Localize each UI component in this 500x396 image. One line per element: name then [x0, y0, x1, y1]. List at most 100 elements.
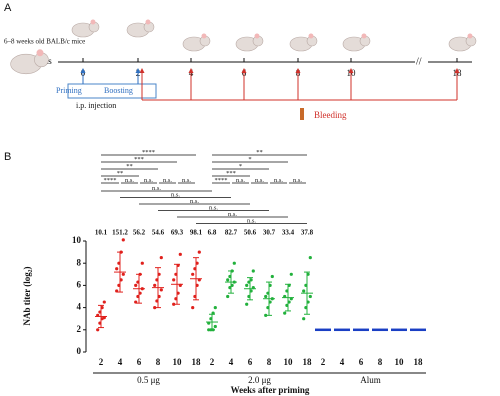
mouse-icon: [90, 19, 96, 25]
data-point: [308, 256, 312, 260]
data-point: [172, 278, 176, 282]
data-point: [140, 261, 144, 265]
x-tick-label: 2: [210, 357, 215, 367]
mouse-icon: [308, 33, 314, 39]
significance-label: n.s.: [293, 177, 302, 184]
significance-label: n.s.: [190, 198, 199, 205]
significance-label: n.s.: [236, 177, 245, 184]
arrow-head: [80, 68, 86, 73]
panel-letter: A: [4, 2, 12, 14]
titer-label: 69.3: [171, 229, 184, 237]
data-point: [207, 328, 211, 332]
x-tick-label: 6: [248, 357, 253, 367]
data-point: [302, 289, 306, 293]
data-point: [226, 294, 230, 299]
titer-label: 82.7: [225, 229, 238, 237]
y-tick-label: 10: [72, 235, 82, 245]
injection-box: [67, 83, 157, 99]
titer-label: 56.2: [133, 229, 146, 237]
x-tick-label: 6: [137, 357, 142, 367]
x-axis-label: Weeks after priming: [231, 385, 310, 395]
group-label: Alum: [360, 375, 381, 385]
significance-label: ****: [142, 149, 155, 156]
data-point: [159, 256, 163, 260]
arrow-head: [188, 68, 194, 73]
titer-label: 54.6: [152, 229, 165, 237]
titer-label: 50.6: [244, 229, 257, 237]
arrow-head: [454, 68, 460, 73]
bleeding-label: Bleeding: [314, 110, 347, 120]
data-point: [245, 302, 249, 306]
significance-label: n.s.: [228, 211, 237, 218]
data-point: [283, 311, 287, 315]
significance-label: **: [117, 170, 124, 177]
x-tick-label: 2: [321, 357, 326, 367]
y-tick-label: 0: [77, 346, 82, 356]
boosting-label: Boosting: [104, 86, 133, 95]
data-point: [191, 272, 195, 276]
significance-label: *: [248, 156, 251, 163]
titer-label: 151.2: [112, 229, 128, 237]
y-tick-label: 4: [77, 302, 82, 312]
significance-label: n.s.: [209, 204, 218, 211]
data-point: [102, 300, 106, 304]
data-point: [153, 306, 157, 310]
significance-label: n.s.: [247, 217, 256, 224]
significance-label: n.s.: [171, 191, 180, 198]
data-point: [289, 272, 293, 276]
data-point: [197, 250, 201, 254]
x-tick-label: 10: [173, 357, 183, 367]
significance-label: n.s.: [163, 177, 172, 184]
data-point: [251, 269, 255, 273]
panel-letter: B: [4, 151, 11, 163]
data-point: [121, 238, 125, 242]
data-point: [308, 294, 312, 299]
x-tick-label: 18: [414, 357, 424, 367]
data-point: [115, 267, 119, 271]
y-tick-label: 6: [77, 279, 82, 289]
priming-label: Priming: [56, 86, 82, 95]
data-point: [153, 283, 157, 287]
x-tick-label: 10: [395, 357, 405, 367]
significance-label: *: [239, 163, 242, 170]
data-point: [178, 252, 182, 256]
data-point: [191, 306, 195, 310]
x-tick-label: 4: [229, 357, 234, 367]
y-axis-label: NAb titer (log₂): [22, 266, 32, 325]
data-point: [264, 313, 268, 317]
data-point: [213, 306, 217, 310]
data-point: [159, 288, 163, 292]
data-point: [213, 324, 217, 329]
arrow-head: [295, 68, 301, 73]
x-tick-label: 8: [156, 357, 161, 367]
mouse-icon: [201, 33, 207, 39]
x-tick-label: 18: [192, 357, 202, 367]
mouse-icon: [254, 33, 260, 39]
data-point: [245, 283, 249, 287]
titer-label: 33.4: [282, 229, 295, 237]
significance-label: n.s.: [182, 177, 191, 184]
data-point: [232, 261, 236, 265]
significance-label: **: [256, 149, 263, 156]
significance-label: n.s.: [144, 177, 153, 184]
significance-label: ***: [226, 170, 236, 177]
group-label: 0.5 μg: [137, 375, 160, 385]
mouse-icon: [145, 19, 151, 25]
arrow-head: [139, 68, 145, 73]
data-point: [270, 274, 274, 279]
y-tick-label: 8: [77, 257, 82, 267]
x-tick-label: 18: [303, 357, 313, 367]
axis-break: //: [416, 56, 422, 67]
significance-label: n.s.: [274, 177, 283, 184]
significance-label: n.s.: [152, 185, 161, 192]
significance-label: ****: [215, 177, 228, 184]
x-tick-label: 4: [118, 357, 123, 367]
group-label: 2.0 μg: [248, 375, 271, 385]
data-point: [226, 278, 230, 282]
data-point: [96, 328, 100, 332]
titer-label: 98.1: [190, 229, 203, 237]
significance-label: ****: [104, 177, 117, 184]
syringe-icon: [300, 108, 304, 120]
data-point: [172, 302, 176, 306]
